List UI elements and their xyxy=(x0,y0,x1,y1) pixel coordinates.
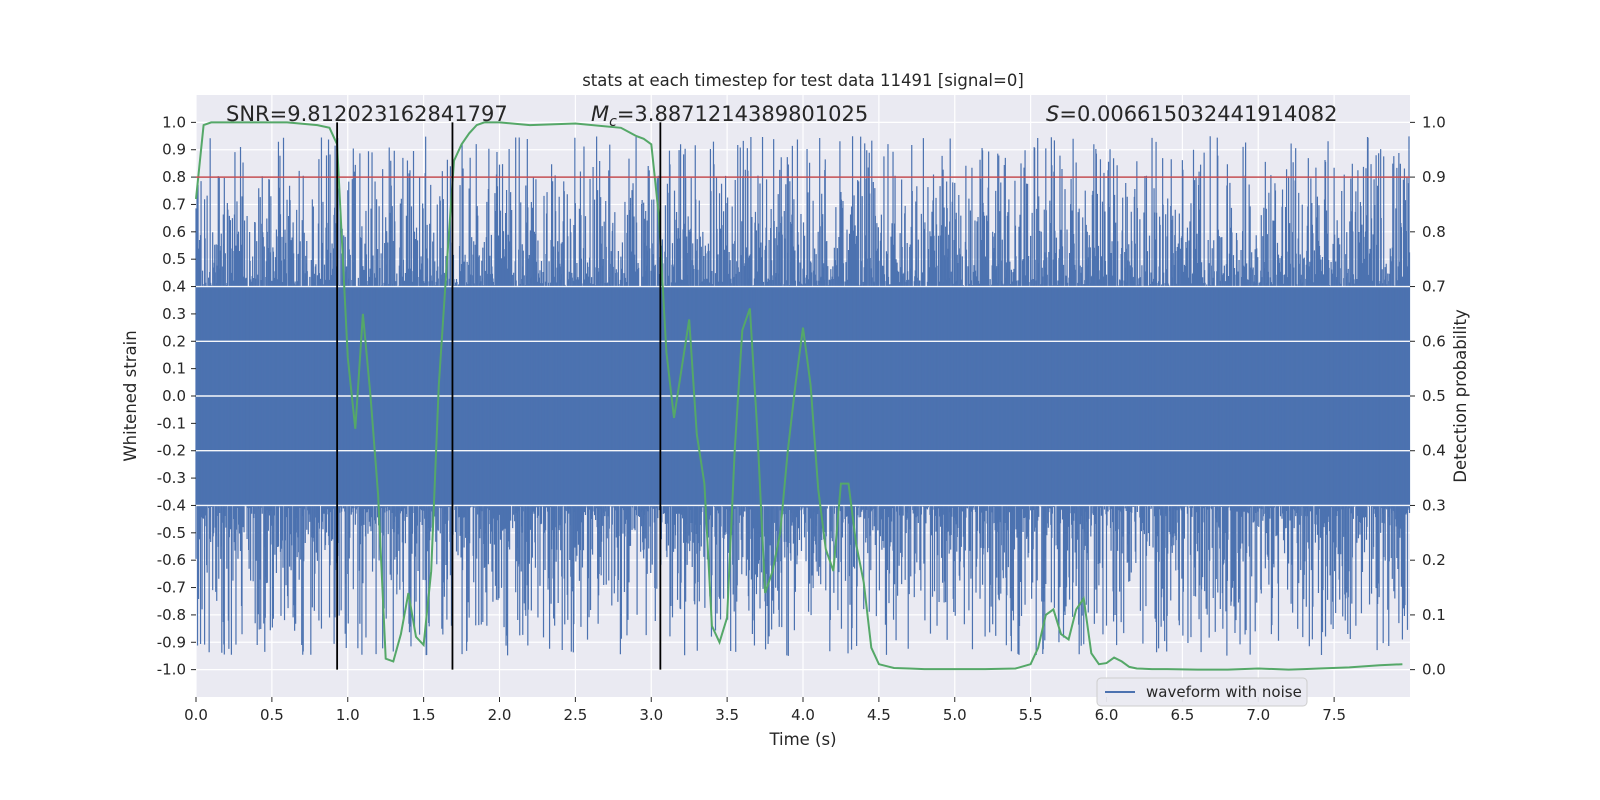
x-tick-label: 0.5 xyxy=(260,706,284,724)
y-tick-label: 1.0 xyxy=(162,113,186,131)
y-tick-label: -0.8 xyxy=(157,606,186,624)
x-tick-label: 3.0 xyxy=(639,706,663,724)
x-tick-label: 6.0 xyxy=(1095,706,1119,724)
y-right-tick-label: 0.3 xyxy=(1422,496,1446,514)
y-right-tick-label: 0.4 xyxy=(1422,442,1446,460)
y-tick-label: 0.5 xyxy=(162,250,186,268)
y-right-tick-label: 0.5 xyxy=(1422,387,1446,405)
chirp-mass-symbol: M xyxy=(591,102,609,126)
x-tick-label: 2.0 xyxy=(488,706,512,724)
y-right-tick-label: 0.9 xyxy=(1422,168,1446,186)
y-tick-label: 0.3 xyxy=(162,305,186,323)
y-tick-label: 0.8 xyxy=(162,168,186,186)
legend: waveform with noise xyxy=(1096,677,1308,707)
y-right-tick-label: 1.0 xyxy=(1422,113,1446,131)
y-right-tick-label: 0.7 xyxy=(1422,278,1446,296)
y-tick-label: -1.0 xyxy=(157,661,186,679)
y-tick-label: 0.2 xyxy=(162,332,186,350)
y-tick-label: 0.4 xyxy=(162,278,186,296)
chirp-mass-annotation: Mc=3.8871214389801025 xyxy=(591,102,868,130)
y-right-tick-label: 0.8 xyxy=(1422,223,1446,241)
x-tick-label: 1.0 xyxy=(336,706,360,724)
s-value: =0.006615032441914082 xyxy=(1059,102,1337,126)
y-right-tick-label: 0.6 xyxy=(1422,332,1446,350)
y-tick-label: 0.1 xyxy=(162,360,186,378)
s-annotation: S=0.006615032441914082 xyxy=(1046,102,1337,126)
y-tick-label: -0.6 xyxy=(157,551,186,569)
x-tick-label: 4.0 xyxy=(791,706,815,724)
x-tick-label: 5.0 xyxy=(943,706,967,724)
y-tick-label: -0.2 xyxy=(157,442,186,460)
x-tick-label: 7.5 xyxy=(1322,706,1346,724)
detection-probability-line xyxy=(195,121,1403,671)
y-tick-label: -0.9 xyxy=(157,633,186,651)
y-tick-label: -0.1 xyxy=(157,414,186,432)
x-tick-label: 7.0 xyxy=(1246,706,1270,724)
s-symbol: S xyxy=(1046,102,1059,126)
tick-labels: 0.0 0.5 1.0 1.5 2.0 2.5 3.0 3.5 4.0 4.5 5.0 5.5 6.0 6… xyxy=(157,113,1446,724)
x-tick-label: 3.5 xyxy=(715,706,739,724)
chirp-mass-subscript: c xyxy=(609,114,617,130)
legend-label-waveform: waveform with noise xyxy=(1146,683,1302,701)
x-tick-label: 6.5 xyxy=(1170,706,1194,724)
x-axis-label: Time (s) xyxy=(768,730,836,749)
y-right-tick-label: 0.0 xyxy=(1422,661,1446,679)
x-tick-label: 4.5 xyxy=(867,706,891,724)
x-tick-label: 0.0 xyxy=(184,706,208,724)
y-axis-right-label: Detection probability xyxy=(1451,309,1470,483)
y-right-tick-label: 0.2 xyxy=(1422,551,1446,569)
snr-annotation: SNR=9.812023162841797 xyxy=(226,102,508,126)
chirp-mass-value: =3.8871214389801025 xyxy=(617,102,868,126)
legend-box xyxy=(1096,677,1308,707)
y-right-tick-label: 0.1 xyxy=(1422,606,1446,624)
y-tick-label: -0.7 xyxy=(157,579,186,597)
waveform-series xyxy=(195,136,1411,656)
y-tick-label: -0.4 xyxy=(157,496,186,514)
overlays xyxy=(196,122,1410,670)
y-tick-label: -0.3 xyxy=(157,469,186,487)
x-tick-label: 2.5 xyxy=(563,706,587,724)
y-tick-label: 0.7 xyxy=(162,195,186,213)
x-tick-label: 5.5 xyxy=(1019,706,1043,724)
y-tick-label: -0.5 xyxy=(157,524,186,542)
detection-probability-series xyxy=(195,121,1403,671)
y-tick-label: 0.9 xyxy=(162,141,186,159)
x-tick-label: 1.5 xyxy=(412,706,436,724)
y-tick-label: 0.0 xyxy=(162,387,186,405)
chart-title: stats at each timestep for test data 114… xyxy=(582,71,1024,90)
y-tick-label: 0.6 xyxy=(162,223,186,241)
y-axis-label: Whitened strain xyxy=(121,330,140,461)
